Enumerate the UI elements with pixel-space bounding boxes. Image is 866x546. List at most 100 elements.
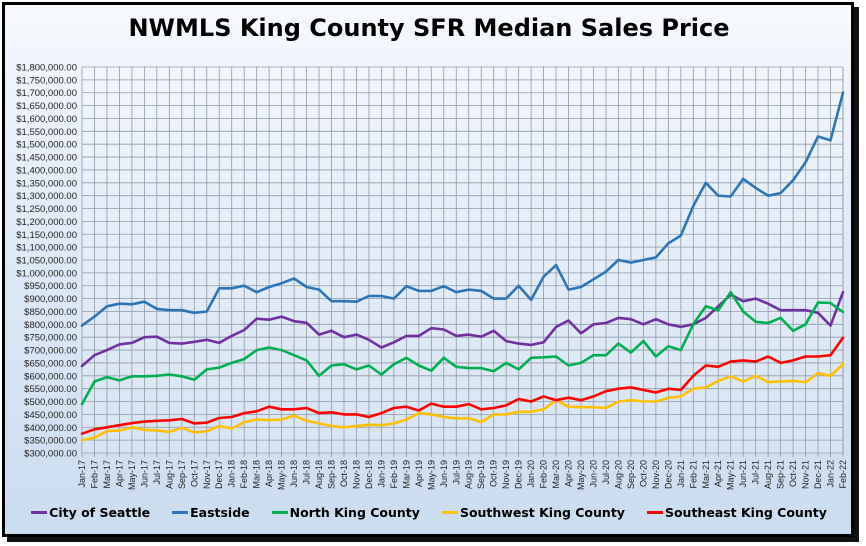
- x-tick-label: Feb-20: [539, 460, 549, 489]
- legend-item-north-king: North King County: [271, 505, 420, 520]
- x-tick-label: Oct-20: [638, 460, 648, 487]
- x-tick-label: Nov-19: [501, 460, 511, 489]
- y-tick-label: $800,000.00: [24, 320, 77, 331]
- legend-item-seattle: City of Seattle: [31, 505, 150, 520]
- x-tick-label: Jan-19: [376, 460, 386, 488]
- x-tick-label: Jan-22: [826, 460, 836, 488]
- x-tick-label: Jul-18: [302, 460, 312, 485]
- x-tick-label: Mar-18: [252, 460, 262, 489]
- x-tick-label: Apr-20: [564, 460, 574, 487]
- x-tick-label: Apr-18: [264, 460, 274, 487]
- y-tick-label: $1,800,000.00: [16, 63, 77, 74]
- x-tick-label: Feb-19: [389, 460, 399, 489]
- x-tick-label: Dec-20: [663, 460, 673, 489]
- y-tick-label: $1,450,000.00: [16, 153, 77, 164]
- y-tick-label: $1,100,000.00: [16, 243, 77, 254]
- series-line-southwest-king: [80, 362, 845, 442]
- x-tick-label: Oct-19: [489, 460, 499, 487]
- x-tick-label: Sep-19: [476, 460, 486, 489]
- legend-label: Southeast King County: [664, 505, 827, 520]
- x-tick-label: May-19: [426, 460, 436, 490]
- x-tick-label: May-20: [576, 460, 586, 490]
- x-tick-label: Sep-20: [626, 460, 636, 489]
- y-tick-label: $1,500,000.00: [16, 140, 77, 151]
- x-tick-label: Feb-21: [688, 460, 698, 489]
- y-tick-label: $650,000.00: [24, 358, 77, 369]
- x-tick-label: Jan-18: [227, 460, 237, 488]
- y-tick-label: $950,000.00: [24, 281, 77, 292]
- x-tick-label: Dec-21: [813, 460, 823, 489]
- series-line-southeast-king: [80, 336, 845, 436]
- y-tick-label: $1,050,000.00: [16, 256, 77, 267]
- x-tick-label: Apr-21: [713, 460, 723, 487]
- x-tick-label: Mar-20: [551, 460, 561, 489]
- x-tick-label: Jan-20: [526, 460, 536, 488]
- x-tick-label: Dec-17: [214, 460, 224, 489]
- legend-item-southeast-king: Southeast King County: [646, 505, 827, 520]
- y-tick-label: $1,700,000.00: [16, 88, 77, 99]
- y-tick-label: $1,550,000.00: [16, 127, 77, 138]
- y-tick-label: $1,000,000.00: [16, 268, 77, 279]
- series-line-eastside: [80, 91, 845, 327]
- legend-swatch-southeast-king: [646, 511, 663, 514]
- x-tick-label: Nov-18: [351, 460, 361, 489]
- legend-item-eastside: Eastside: [172, 505, 250, 520]
- legend-label: Eastside: [190, 505, 250, 520]
- y-tick-label: $400,000.00: [24, 423, 77, 434]
- y-axis: $300,000.00 $350,000.00 $400,000.00 $450,00…: [16, 63, 77, 460]
- x-tick-label: Jul-21: [751, 460, 761, 485]
- y-tick-label: $1,300,000.00: [16, 191, 77, 202]
- x-tick-label: Sep-18: [327, 460, 337, 489]
- y-tick-label: $1,200,000.00: [16, 217, 77, 228]
- x-tick-label: Jun-17: [139, 460, 149, 488]
- x-tick-label: Aug-19: [464, 460, 474, 489]
- y-tick-label: $1,400,000.00: [16, 165, 77, 176]
- x-tick-label: May-21: [726, 460, 736, 490]
- x-tick-label: Jul-20: [601, 460, 611, 485]
- legend: City of Seattle Eastside North King Coun…: [0, 505, 858, 520]
- x-tick-label: Aug-21: [763, 460, 773, 489]
- x-tick-label: Jul-17: [152, 460, 162, 485]
- x-tick-label: Mar-17: [102, 460, 112, 489]
- y-tick-label: $700,000.00: [24, 346, 77, 357]
- x-tick-label: Jun-21: [738, 460, 748, 488]
- series-lines: [80, 91, 845, 442]
- legend-item-southwest-king: Southwest King County: [441, 505, 625, 520]
- x-tick-label: Jan-21: [676, 460, 686, 488]
- y-tick-label: $550,000.00: [24, 384, 77, 395]
- legend-label: North King County: [289, 505, 420, 520]
- x-tick-label: Aug-17: [164, 460, 174, 489]
- gridlines: [81, 66, 844, 457]
- x-tick-label: Jun-19: [439, 460, 449, 488]
- x-tick-label: Dec-19: [514, 460, 524, 489]
- x-tick-label: Apr-17: [114, 460, 124, 487]
- x-tick-label: Jun-18: [289, 460, 299, 488]
- x-tick-label: Nov-21: [801, 460, 811, 489]
- legend-swatch-eastside: [172, 511, 189, 514]
- x-tick-label: Mar-19: [401, 460, 411, 489]
- x-tick-label: Nov-17: [202, 460, 212, 489]
- chart-title: NWMLS King County SFR Median Sales Price: [128, 14, 730, 42]
- x-tick-label: Jan-17: [77, 460, 87, 488]
- x-axis: Jan-17 Feb-17 Mar-17 Apr-17 May-17 Jun-17 Jul-…: [77, 460, 848, 490]
- y-tick-label: $1,650,000.00: [16, 101, 77, 112]
- y-tick-label: $900,000.00: [24, 294, 77, 305]
- x-tick-label: Oct-18: [339, 460, 349, 487]
- y-tick-label: $300,000.00: [24, 449, 77, 460]
- x-tick-label: Feb-22: [838, 460, 848, 489]
- x-tick-label: Oct-17: [189, 460, 199, 487]
- legend-label: Southwest King County: [459, 505, 625, 520]
- y-tick-label: $500,000.00: [24, 397, 77, 408]
- x-tick-label: Sep-21: [776, 460, 786, 489]
- y-tick-label: $1,750,000.00: [16, 75, 77, 86]
- y-tick-label: $1,350,000.00: [16, 178, 77, 189]
- legend-label: City of Seattle: [49, 505, 151, 520]
- legend-swatch-seattle: [31, 511, 48, 514]
- x-tick-label: May-18: [277, 460, 287, 490]
- x-tick-label: Feb-18: [239, 460, 249, 489]
- legend-swatch-north-king: [271, 511, 288, 514]
- x-tick-label: Oct-21: [788, 460, 798, 487]
- x-tick-label: Apr-19: [414, 460, 424, 487]
- y-tick-label: $1,600,000.00: [16, 114, 77, 125]
